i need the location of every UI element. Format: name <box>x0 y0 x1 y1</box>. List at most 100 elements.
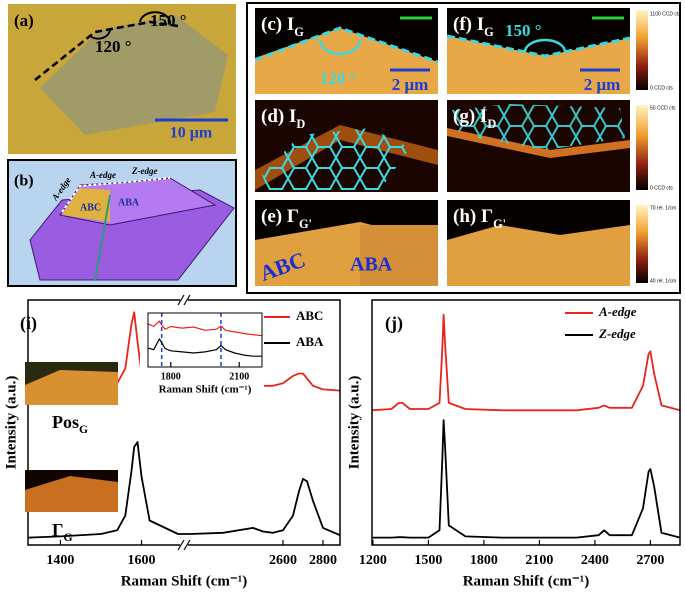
axis-break <box>180 541 188 549</box>
map-label-part: D <box>296 117 305 131</box>
x-tick-label: 2800 <box>309 553 337 568</box>
thumb-label-part: G <box>63 531 72 544</box>
map-label: (h) ΓG' <box>453 206 506 230</box>
angle-label: 120 ° <box>320 69 357 88</box>
flake <box>40 15 228 135</box>
x-tick-label: 1400 <box>46 553 74 568</box>
x-tick-label: 1800 <box>470 553 498 568</box>
region-label: ABA <box>118 197 140 208</box>
map-label: (g) ID <box>453 106 496 130</box>
angle-arc <box>523 38 567 53</box>
maps <box>254 8 648 286</box>
edge-label: Z-edge <box>131 166 157 176</box>
map-dark <box>447 8 630 56</box>
angle-label: 150 ° <box>150 11 187 30</box>
thumbnails <box>25 362 118 512</box>
cut-line <box>94 194 111 281</box>
x-axis-label: Raman Shift (cm⁻¹) <box>121 573 248 589</box>
map-label-part: G' <box>299 217 312 231</box>
region-label: ABA <box>350 254 393 276</box>
thumbnail-dark <box>25 470 118 490</box>
thumbnail-dark <box>25 362 118 385</box>
map-label: (f) IG <box>453 14 494 38</box>
panel-label: (b) <box>14 173 34 190</box>
map-label: (d) ID <box>261 106 305 130</box>
map-label-part: Γ <box>287 206 299 227</box>
thumb-label: ΓG <box>52 520 73 544</box>
axis-break-mark <box>177 539 185 551</box>
colorbar-label: 40 rel. 1/cm <box>650 278 676 284</box>
edge-line <box>254 26 439 64</box>
edge-line <box>446 34 631 58</box>
angle-label: 120 ° <box>95 37 132 56</box>
map-label-part: (c) <box>261 14 282 35</box>
legend-label: ABA <box>296 334 324 349</box>
colorbar-label: 0 CCD cts <box>650 85 673 91</box>
colorbar-label: 1100 CCD cts <box>650 11 681 17</box>
map-label-part: (f) <box>453 14 472 35</box>
edge-label: A-edge <box>89 170 116 180</box>
edge-line <box>61 177 171 213</box>
x-tick-label: 2400 <box>581 553 609 568</box>
thumb-label: PosG <box>52 412 88 436</box>
x-axis-label: Raman Shift (cm⁻¹) <box>159 384 252 396</box>
panel-label: (a) <box>14 11 34 30</box>
angle-arc <box>318 39 362 56</box>
map-label-part: G' <box>493 217 506 231</box>
panel-label: (j) <box>385 313 403 334</box>
colorbar-label: 0 CCD cts <box>650 185 673 191</box>
series-line <box>27 441 341 539</box>
colorbar-label: 70 rel. 1/cm <box>650 205 676 211</box>
map-dark <box>447 200 630 240</box>
angle-arc <box>139 11 172 25</box>
scale-label: 2 μm <box>584 75 621 94</box>
axis-break-mark <box>183 294 191 306</box>
map-label-part: (e) <box>261 206 282 227</box>
axes-frame <box>371 299 681 546</box>
panel-a: (a) 150 ° 120 ° 10 μm <box>8 4 236 154</box>
colorbar-label: 50 CCD cts <box>650 105 676 111</box>
y-axis-label: Intensity (a.u.) <box>3 376 19 470</box>
lattice <box>262 128 410 190</box>
thumb-label-part: G <box>79 423 88 436</box>
map-label-part: I <box>477 14 484 35</box>
map-label: (c) IG <box>261 14 304 38</box>
map-label-part: Γ <box>481 206 493 227</box>
map-label-part: (d) <box>261 106 284 127</box>
map-label-part: I <box>480 106 487 127</box>
map-label-part: (g) <box>453 106 475 127</box>
abc-region <box>62 188 110 222</box>
x-tick-label: 1500 <box>414 553 442 568</box>
axis-break <box>180 296 188 304</box>
scale-label: 10 μm <box>170 125 213 142</box>
legend-label: A-edge <box>598 304 637 319</box>
scale-label: 2 μm <box>392 75 429 94</box>
colorbar <box>636 205 648 283</box>
map-region <box>360 225 438 286</box>
y-axis-label: Intensity (a.u.) <box>346 376 362 470</box>
x-tick-label: 2100 <box>229 371 249 382</box>
colorbar <box>636 10 648 90</box>
angle-label: 150 ° <box>505 21 542 40</box>
x-tick-label: 2100 <box>525 553 553 568</box>
x-tick-label: 1800 <box>161 371 181 382</box>
panel-label: (i) <box>20 313 37 334</box>
map-label-part: I <box>289 106 296 127</box>
thumb-label-part: Pos <box>52 412 79 432</box>
x-axis-label: Raman Shift (cm⁻¹) <box>463 573 590 589</box>
axis-break-mark <box>183 539 191 551</box>
map-label: (e) ΓG' <box>261 206 312 230</box>
map-label-part: I <box>287 14 294 35</box>
thumb-label-part: Γ <box>52 520 63 540</box>
map-label-part: D <box>487 117 496 131</box>
map-dark <box>255 8 438 62</box>
map-edge <box>447 128 630 158</box>
map-label-part: G <box>484 25 494 39</box>
region-label: ABC <box>80 202 101 213</box>
legend-label: ABC <box>296 308 323 323</box>
panel-b: (b) A-edge A-edge Z-edge ABC ABA <box>7 159 237 287</box>
series-line <box>372 419 681 539</box>
colorbar <box>636 105 648 190</box>
lattice <box>452 104 625 150</box>
